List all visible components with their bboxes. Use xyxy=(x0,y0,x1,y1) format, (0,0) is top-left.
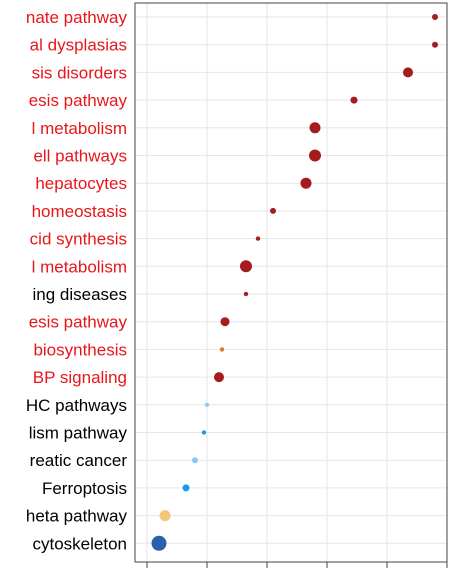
data-point xyxy=(219,347,225,352)
data-point xyxy=(403,67,413,78)
category-label: esis pathway xyxy=(29,313,128,332)
grid-layer xyxy=(135,3,448,562)
data-point xyxy=(214,372,224,383)
category-label: cytoskeleton xyxy=(33,534,128,553)
category-label: cid synthesis xyxy=(30,230,127,249)
data-point xyxy=(220,317,230,327)
data-point xyxy=(309,149,321,162)
data-point xyxy=(270,207,276,214)
data-point xyxy=(182,484,190,492)
data-point xyxy=(151,535,167,551)
data-point xyxy=(205,402,209,407)
category-label: l metabolism xyxy=(32,119,127,138)
category-label: HC pathways xyxy=(26,396,127,415)
data-point xyxy=(201,430,207,435)
data-points xyxy=(151,14,438,551)
category-label: lism pathway xyxy=(29,424,128,443)
category-label: ell pathways xyxy=(33,147,127,166)
data-point xyxy=(350,96,358,104)
category-labels: nate pathway al dysplasias sis disorders es… xyxy=(26,8,128,553)
category-label: al dysplasias xyxy=(30,36,127,55)
category-label: Ferroptosis xyxy=(42,479,127,498)
category-label: nate pathway xyxy=(26,8,128,27)
data-point xyxy=(432,14,438,20)
category-label: ing diseases xyxy=(32,285,127,304)
category-label: hepatocytes xyxy=(35,174,127,193)
data-point xyxy=(243,291,249,297)
x-axis-ticks xyxy=(146,562,448,568)
category-label: sis disorders xyxy=(32,63,127,82)
data-point xyxy=(309,122,321,134)
data-point xyxy=(240,260,252,273)
category-label: heta pathway xyxy=(26,507,128,526)
category-label: biosynthesis xyxy=(33,340,127,359)
data-point xyxy=(159,510,171,522)
data-point xyxy=(432,41,438,48)
category-label: esis pathway xyxy=(29,91,128,110)
category-label: l metabolism xyxy=(32,257,127,276)
category-label: homeostasis xyxy=(32,202,127,221)
data-point xyxy=(300,177,312,189)
data-point xyxy=(192,457,198,464)
category-label: BP signaling xyxy=(33,368,127,387)
plot-frame xyxy=(134,2,448,563)
category-label: reatic cancer xyxy=(30,451,128,470)
data-point xyxy=(255,236,261,241)
